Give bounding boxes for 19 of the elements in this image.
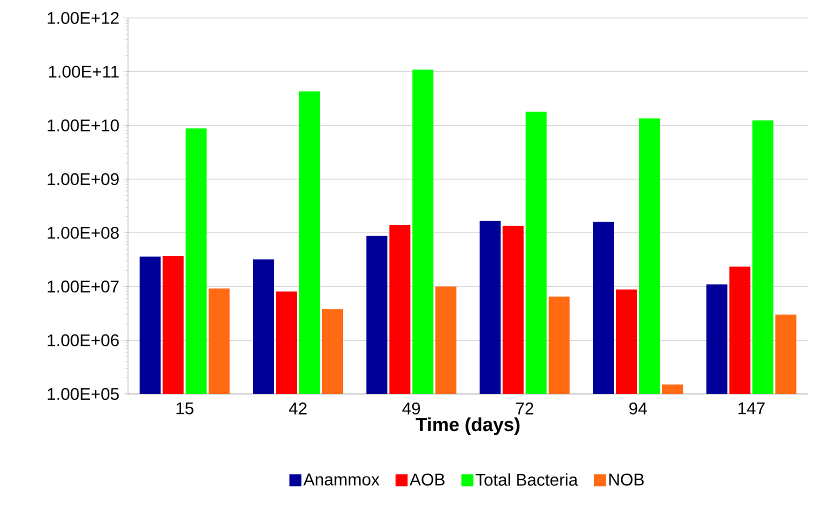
y-tick-label: 1.00E+05: [48, 388, 119, 400]
y-tick-label: 1.00E+09: [48, 173, 119, 186]
x-tick-label: 15: [176, 402, 194, 414]
legend-label: NOB: [609, 474, 644, 486]
x-tick-label: 94: [629, 402, 647, 414]
legend-label: AOB: [410, 474, 444, 486]
y-tick-label: 1.00E+10: [48, 119, 119, 132]
x-tick-label: 49: [402, 402, 420, 414]
legend-label: Anammox: [303, 474, 380, 486]
x-tick-label: 147: [738, 402, 765, 414]
legend-label: Total Bacteria: [476, 473, 578, 486]
y-tick-label: 1.00E+12: [48, 12, 119, 24]
y-tick-label: 1.00E+07: [48, 280, 119, 293]
x-tick-label: 42: [288, 402, 307, 414]
y-tick-label: 1.00E+08: [48, 226, 119, 239]
x-axis-title: Time (days): [416, 417, 520, 435]
y-tick-label: 1.00E+11: [49, 66, 119, 78]
x-tick-label: 72: [516, 402, 534, 414]
y-tick-label: 1.00E+06: [48, 334, 119, 346]
